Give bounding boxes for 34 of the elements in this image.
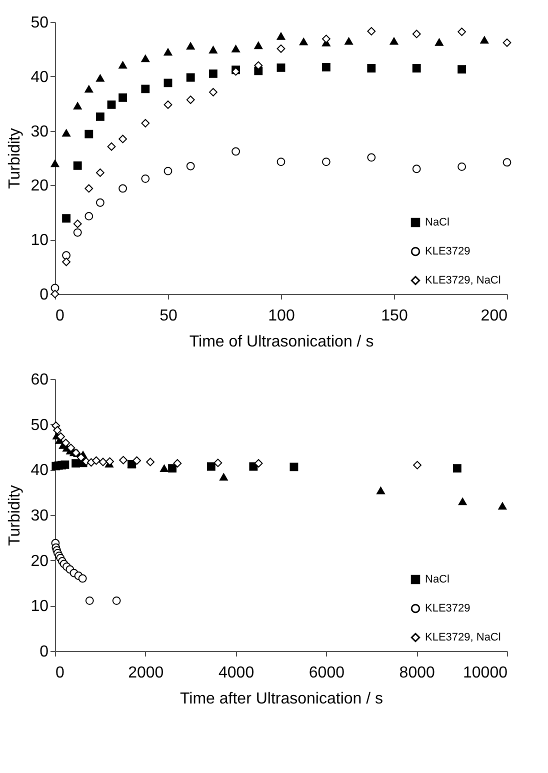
y-tick-label: 30 — [30, 508, 49, 524]
y-tick-label: 40 — [30, 68, 49, 86]
x-tick-label: 200 — [480, 308, 508, 324]
legend-label: KLE3729 — [425, 246, 470, 258]
legend-label: KLE3729, NaCl — [425, 632, 501, 644]
y-tick-label: 30 — [30, 123, 49, 140]
y-tick-label: 50 — [30, 416, 49, 434]
x-axis-title: Time after Ultrasonication / s — [180, 690, 384, 708]
x-tick-label: 0 — [56, 308, 64, 324]
y-tick-label: 0 — [40, 286, 49, 304]
x-tick-label: 50 — [160, 308, 178, 324]
x-tick-label: 0 — [56, 664, 64, 682]
y-tick-label: 60 — [30, 372, 49, 388]
legend-label: KLE3729, NaCl — [425, 274, 501, 286]
y-tick-label: 50 — [30, 14, 49, 32]
y-tick-label: 10 — [30, 232, 49, 250]
y-tick-label: 40 — [30, 462, 49, 480]
legend-label: KLE3729 — [425, 602, 470, 614]
y-tick-label: 20 — [30, 552, 49, 570]
x-tick-label: 100 — [268, 308, 295, 324]
x-tick-label: 2000 — [128, 664, 164, 682]
y-axis-title: Turbidity — [6, 128, 24, 189]
y-tick-label: 0 — [40, 644, 49, 660]
x-tick-label: 8000 — [399, 664, 435, 682]
y-tick-label: 20 — [30, 178, 49, 195]
x-tick-label: 4000 — [218, 664, 254, 682]
legend-label: NaCl — [425, 216, 450, 228]
y-tick-label: 10 — [30, 598, 49, 616]
x-axis-title: Time of Ultrasonication / s — [189, 334, 374, 350]
x-tick-label: 6000 — [308, 664, 345, 682]
y-axis-title: Turbidity — [6, 485, 24, 546]
x-tick-label: 10000 — [463, 664, 508, 682]
legend-label: NaCl — [425, 574, 450, 586]
x-tick-label: 150 — [381, 308, 408, 324]
